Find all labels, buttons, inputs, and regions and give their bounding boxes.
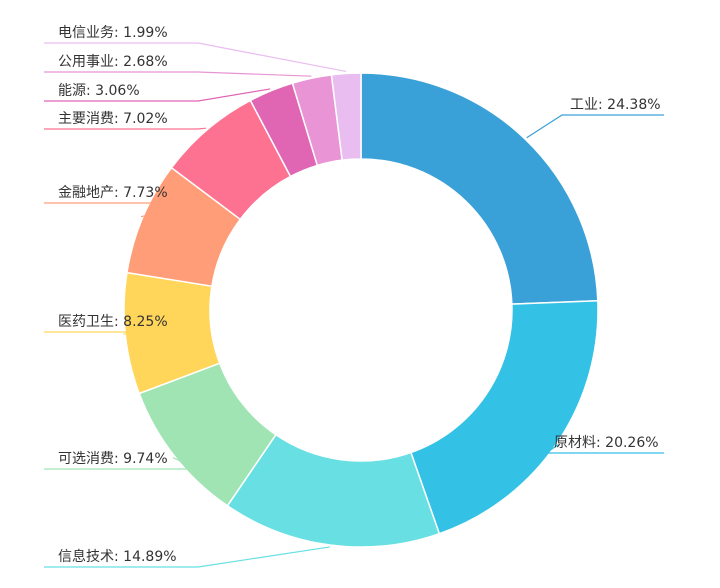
leader-line-7 <box>44 88 271 102</box>
leader-line-9 <box>44 42 347 73</box>
slice-label-0: 工业: 24.38% <box>570 97 661 113</box>
leader-line-4 <box>44 331 199 335</box>
leader-line-0 <box>526 114 664 139</box>
slice-label-4: 医药卫生: 8.25% <box>58 314 168 330</box>
slice-label-1: 原材料: 20.26% <box>554 435 659 451</box>
slice-label-2: 信息技术: 14.89% <box>58 548 177 565</box>
leader-lines <box>44 42 664 568</box>
slice-label-3: 可选消费: 9.74% <box>58 451 168 467</box>
donut-slices <box>123 72 599 548</box>
leader-line-5 <box>44 202 199 218</box>
slice-label-7: 能源: 3.06% <box>58 83 140 99</box>
slice-label-6: 主要消费: 7.02% <box>58 111 168 127</box>
leader-line-6 <box>44 127 206 130</box>
slice-9[interactable] <box>330 72 362 162</box>
leader-line-1 <box>544 443 664 454</box>
slice-1[interactable] <box>409 299 599 535</box>
slice-labels: 工业: 24.38% 原材料: 20.26% 信息技术: 14.89% 可选消费: 9… <box>58 25 661 565</box>
slice-label-9: 电信业务: 1.99% <box>58 25 168 41</box>
leader-line-2 <box>44 546 330 568</box>
leader-line-8 <box>44 71 312 77</box>
slice-0[interactable] <box>360 72 599 305</box>
leader-line-3 <box>44 457 199 470</box>
slice-label-8: 公用事业: 2.68% <box>58 54 168 70</box>
slice-label-5: 金融地产: 7.73% <box>58 185 168 201</box>
